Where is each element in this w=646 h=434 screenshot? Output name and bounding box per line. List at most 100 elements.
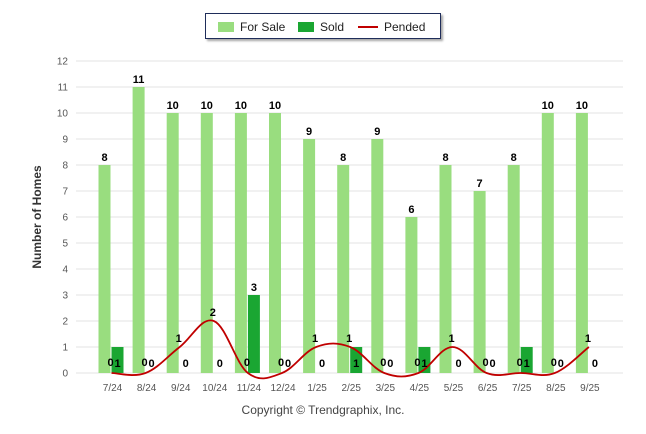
bar-for-sale [166,113,179,373]
y-tick-label: 12 [57,57,69,68]
legend-item-sold[interactable]: Sold [298,19,344,35]
data-label-sold: 0 [387,358,393,370]
y-tick-label: 9 [62,135,68,146]
copyright-text: Copyright © Trendgraphix, Inc. [241,403,405,417]
data-label-for-sale: 10 [269,100,281,112]
legend-label-sold: Sold [320,20,345,34]
x-tick-label: 3/25 [376,383,396,394]
data-label-for-sale: 10 [235,100,247,112]
y-tick-label: 7 [62,187,68,198]
data-label-sold: 0 [319,358,325,370]
data-label-for-sale: 6 [408,204,414,216]
bar-sold [247,295,260,373]
bar-sold [111,347,124,373]
bar-for-sale [507,165,520,373]
data-label-for-sale: 9 [306,126,312,138]
legend-item-pended[interactable]: Pended [358,19,425,35]
data-label-for-sale: 9 [374,126,380,138]
x-tick-label: 7/25 [512,383,532,394]
data-label-sold: 0 [558,358,564,370]
data-label-sold: 1 [421,358,427,370]
data-label-pended: 0 [278,357,284,369]
x-tick-label: 9/25 [580,383,600,394]
data-label-for-sale: 8 [101,152,107,164]
bar-for-sale [405,217,418,373]
y-tick-label: 5 [62,239,68,250]
legend-swatch-pended [358,26,378,28]
data-label-sold: 0 [285,358,291,370]
data-label-pended: 1 [346,333,352,345]
data-label-pended: 0 [414,357,420,369]
y-tick-label: 3 [62,291,68,302]
bar-for-sale [234,113,247,373]
data-label-sold: 3 [251,282,257,294]
bar-sold [520,347,533,373]
y-tick-label: 4 [62,265,68,276]
y-tick-label: 2 [62,317,68,328]
x-tick-label: 12/24 [270,383,295,394]
bar-for-sale [98,165,111,373]
bars [98,87,588,373]
bar-for-sale [439,165,452,373]
y-tick-label: 6 [62,213,68,224]
data-label-sold: 0 [183,358,189,370]
data-label-pended: 0 [107,357,113,369]
data-label-sold: 1 [353,358,359,370]
data-label-for-sale: 10 [167,100,179,112]
bar-for-sale [337,165,350,373]
data-label-for-sale: 11 [133,74,145,86]
x-tick-label: 1/25 [307,383,327,394]
legend-item-for-sale[interactable]: For Sale [218,19,285,35]
data-label-pended: 0 [380,357,386,369]
data-label-pended: 0 [244,357,250,369]
x-tick-label: 4/25 [410,383,430,394]
data-label-for-sale: 8 [511,152,517,164]
data-label-for-sale: 10 [542,100,554,112]
legend-label-pended: Pended [384,20,426,34]
data-label-sold: 0 [217,358,223,370]
x-tick-label: 8/24 [137,383,157,394]
bar-for-sale [200,113,213,373]
data-label-pended: 2 [210,307,216,319]
data-label-for-sale: 7 [477,178,483,190]
data-label-pended: 1 [585,333,591,345]
data-label-sold: 0 [455,358,461,370]
data-label-for-sale: 10 [576,100,588,112]
bar-for-sale [269,113,281,373]
data-label-sold: 0 [592,358,598,370]
legend-label-for-sale: For Sale [240,20,286,34]
series-line-pended [111,319,590,380]
x-axis-ticks: 7/24 8/24 9/24 10/24 11/24 12/24 1/25 2/25 3/25 4… [103,383,600,394]
y-tick-label: 0 [62,369,68,380]
bar-for-sale [371,139,384,373]
data-label-for-sale: 8 [340,152,346,164]
legend-swatch-sold [298,22,314,32]
chart-legend: For Sale Sold Pended [205,13,441,39]
legend-swatch-for-sale [218,22,234,32]
data-label-sold: 0 [490,358,496,370]
bar-for-sale [575,113,588,373]
y-tick-label: 11 [58,83,69,94]
x-tick-label: 9/24 [171,383,191,394]
bar-for-sale [473,191,486,373]
data-label-pended: 0 [142,357,148,369]
data-label-pended: 0 [551,357,557,369]
bar-for-sale [303,139,316,373]
x-tick-label: 8/25 [546,383,566,394]
y-axis-label: Number of Homes [30,165,44,269]
data-label-for-sale: 8 [442,152,448,164]
x-tick-label: 7/24 [103,383,123,394]
x-tick-label: 5/25 [444,383,464,394]
data-label-sold: 1 [114,358,120,370]
data-label-sold: 1 [524,358,530,370]
data-label-pended: 0 [483,357,489,369]
data-label-pended: 1 [448,333,454,345]
x-tick-label: 2/25 [341,383,361,394]
data-label-for-sale: 10 [201,100,213,112]
bar-for-sale [541,113,554,373]
data-label-sold: 0 [149,358,155,370]
data-label-pended: 0 [517,357,523,369]
